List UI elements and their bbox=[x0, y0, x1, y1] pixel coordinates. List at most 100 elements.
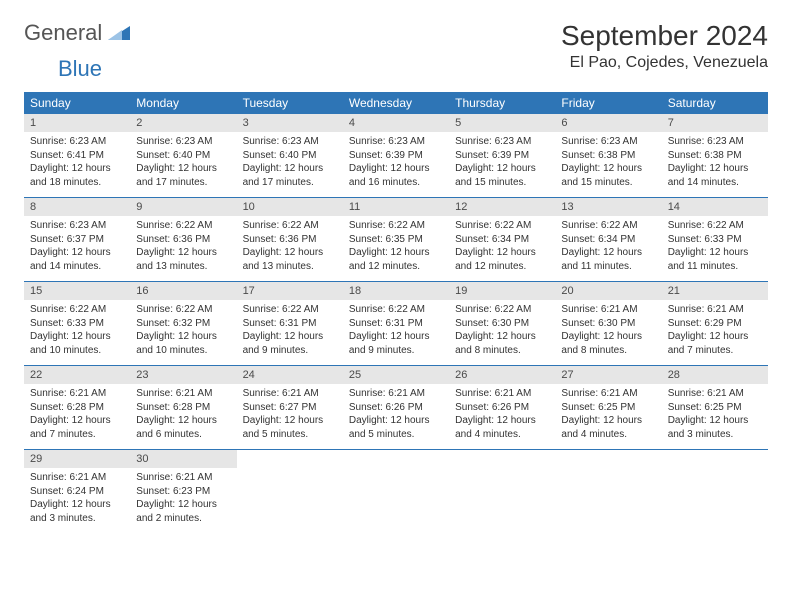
day-cell: 29Sunrise: 6:21 AMSunset: 6:24 PMDayligh… bbox=[24, 450, 130, 534]
daylight-text: Daylight: 12 hours and 9 minutes. bbox=[349, 330, 443, 357]
day-info: Sunrise: 6:23 AMSunset: 6:41 PMDaylight:… bbox=[24, 132, 130, 197]
sunrise-text: Sunrise: 6:21 AM bbox=[561, 303, 655, 317]
daylight-text: Daylight: 12 hours and 8 minutes. bbox=[561, 330, 655, 357]
sunrise-text: Sunrise: 6:23 AM bbox=[30, 219, 124, 233]
daylight-text: Daylight: 12 hours and 8 minutes. bbox=[455, 330, 549, 357]
sunset-text: Sunset: 6:30 PM bbox=[455, 317, 549, 331]
dayhead-thu: Thursday bbox=[449, 92, 555, 114]
sunset-text: Sunset: 6:37 PM bbox=[30, 233, 124, 247]
date-number: 22 bbox=[24, 366, 130, 384]
empty-date bbox=[449, 450, 555, 468]
sunset-text: Sunset: 6:30 PM bbox=[561, 317, 655, 331]
day-cell: 17Sunrise: 6:22 AMSunset: 6:31 PMDayligh… bbox=[237, 282, 343, 366]
daylight-text: Daylight: 12 hours and 7 minutes. bbox=[30, 414, 124, 441]
date-number: 13 bbox=[555, 198, 661, 216]
week-row: 1Sunrise: 6:23 AMSunset: 6:41 PMDaylight… bbox=[24, 114, 768, 198]
daylight-text: Daylight: 12 hours and 16 minutes. bbox=[349, 162, 443, 189]
daylight-text: Daylight: 12 hours and 3 minutes. bbox=[30, 498, 124, 525]
date-number: 3 bbox=[237, 114, 343, 132]
empty-date bbox=[343, 450, 449, 468]
month-title: September 2024 bbox=[561, 20, 768, 52]
day-info: Sunrise: 6:21 AMSunset: 6:28 PMDaylight:… bbox=[24, 384, 130, 449]
daylight-text: Daylight: 12 hours and 4 minutes. bbox=[561, 414, 655, 441]
sunset-text: Sunset: 6:38 PM bbox=[561, 149, 655, 163]
day-cell: 24Sunrise: 6:21 AMSunset: 6:27 PMDayligh… bbox=[237, 366, 343, 450]
date-number: 11 bbox=[343, 198, 449, 216]
day-cell: 19Sunrise: 6:22 AMSunset: 6:30 PMDayligh… bbox=[449, 282, 555, 366]
sunset-text: Sunset: 6:24 PM bbox=[30, 485, 124, 499]
sunrise-text: Sunrise: 6:22 AM bbox=[136, 219, 230, 233]
day-info: Sunrise: 6:23 AMSunset: 6:38 PMDaylight:… bbox=[662, 132, 768, 197]
date-number: 15 bbox=[24, 282, 130, 300]
day-info: Sunrise: 6:22 AMSunset: 6:34 PMDaylight:… bbox=[555, 216, 661, 281]
day-cell: 11Sunrise: 6:22 AMSunset: 6:35 PMDayligh… bbox=[343, 198, 449, 282]
daylight-text: Daylight: 12 hours and 10 minutes. bbox=[30, 330, 124, 357]
day-cell: 9Sunrise: 6:22 AMSunset: 6:36 PMDaylight… bbox=[130, 198, 236, 282]
sunrise-text: Sunrise: 6:23 AM bbox=[561, 135, 655, 149]
sunset-text: Sunset: 6:34 PM bbox=[561, 233, 655, 247]
week-row: 22Sunrise: 6:21 AMSunset: 6:28 PMDayligh… bbox=[24, 366, 768, 450]
day-cell: 6 Sunrise: 6:23 AMSunset: 6:38 PMDaylight… bbox=[555, 114, 661, 198]
sunset-text: Sunset: 6:41 PM bbox=[30, 149, 124, 163]
sunrise-text: Sunrise: 6:21 AM bbox=[561, 387, 655, 401]
sunrise-text: Sunrise: 6:21 AM bbox=[349, 387, 443, 401]
sunrise-text: Sunrise: 6:23 AM bbox=[668, 135, 762, 149]
daylight-text: Daylight: 12 hours and 17 minutes. bbox=[136, 162, 230, 189]
day-cell bbox=[449, 450, 555, 534]
date-number: 14 bbox=[662, 198, 768, 216]
day-cell: 1Sunrise: 6:23 AMSunset: 6:41 PMDaylight… bbox=[24, 114, 130, 198]
day-info: Sunrise: 6:22 AMSunset: 6:33 PMDaylight:… bbox=[662, 216, 768, 281]
day-info: Sunrise: 6:22 AMSunset: 6:36 PMDaylight:… bbox=[130, 216, 236, 281]
week-row: 8Sunrise: 6:23 AMSunset: 6:37 PMDaylight… bbox=[24, 198, 768, 282]
day-cell: 21Sunrise: 6:21 AMSunset: 6:29 PMDayligh… bbox=[662, 282, 768, 366]
day-info: Sunrise: 6:21 AMSunset: 6:29 PMDaylight:… bbox=[662, 300, 768, 365]
daylight-text: Daylight: 12 hours and 14 minutes. bbox=[668, 162, 762, 189]
date-number: 6 bbox=[555, 114, 661, 132]
day-cell: 15Sunrise: 6:22 AMSunset: 6:33 PMDayligh… bbox=[24, 282, 130, 366]
date-number: 9 bbox=[130, 198, 236, 216]
daylight-text: Daylight: 12 hours and 17 minutes. bbox=[243, 162, 337, 189]
dayhead-sat: Saturday bbox=[662, 92, 768, 114]
day-cell bbox=[662, 450, 768, 534]
date-number: 25 bbox=[343, 366, 449, 384]
calendar-table: Sunday Monday Tuesday Wednesday Thursday… bbox=[24, 92, 768, 534]
daylight-text: Daylight: 12 hours and 15 minutes. bbox=[455, 162, 549, 189]
sunset-text: Sunset: 6:28 PM bbox=[30, 401, 124, 415]
sunset-text: Sunset: 6:35 PM bbox=[349, 233, 443, 247]
sunset-text: Sunset: 6:29 PM bbox=[668, 317, 762, 331]
logo: General bbox=[24, 20, 132, 46]
day-cell: 2Sunrise: 6:23 AMSunset: 6:40 PMDaylight… bbox=[130, 114, 236, 198]
date-number: 21 bbox=[662, 282, 768, 300]
date-number: 7 bbox=[662, 114, 768, 132]
dayhead-mon: Monday bbox=[130, 92, 236, 114]
date-number: 19 bbox=[449, 282, 555, 300]
day-cell: 23Sunrise: 6:21 AMSunset: 6:28 PMDayligh… bbox=[130, 366, 236, 450]
sunrise-text: Sunrise: 6:21 AM bbox=[30, 471, 124, 485]
sunset-text: Sunset: 6:25 PM bbox=[561, 401, 655, 415]
day-cell: 18Sunrise: 6:22 AMSunset: 6:31 PMDayligh… bbox=[343, 282, 449, 366]
day-info: Sunrise: 6:22 AMSunset: 6:30 PMDaylight:… bbox=[449, 300, 555, 365]
day-cell: 14Sunrise: 6:22 AMSunset: 6:33 PMDayligh… bbox=[662, 198, 768, 282]
day-info: Sunrise: 6:23 AMSunset: 6:39 PMDaylight:… bbox=[343, 132, 449, 197]
day-info: Sunrise: 6:21 AMSunset: 6:27 PMDaylight:… bbox=[237, 384, 343, 449]
day-cell: 27Sunrise: 6:21 AMSunset: 6:25 PMDayligh… bbox=[555, 366, 661, 450]
dayhead-wed: Wednesday bbox=[343, 92, 449, 114]
sunrise-text: Sunrise: 6:22 AM bbox=[561, 219, 655, 233]
sunset-text: Sunset: 6:39 PM bbox=[349, 149, 443, 163]
daylight-text: Daylight: 12 hours and 15 minutes. bbox=[561, 162, 655, 189]
empty-date bbox=[662, 450, 768, 468]
sunrise-text: Sunrise: 6:21 AM bbox=[668, 303, 762, 317]
sunset-text: Sunset: 6:26 PM bbox=[455, 401, 549, 415]
date-number: 2 bbox=[130, 114, 236, 132]
sunrise-text: Sunrise: 6:21 AM bbox=[30, 387, 124, 401]
daylight-text: Daylight: 12 hours and 9 minutes. bbox=[243, 330, 337, 357]
day-info: Sunrise: 6:21 AMSunset: 6:30 PMDaylight:… bbox=[555, 300, 661, 365]
day-info: Sunrise: 6:22 AMSunset: 6:31 PMDaylight:… bbox=[237, 300, 343, 365]
date-number: 28 bbox=[662, 366, 768, 384]
day-info: Sunrise: 6:21 AMSunset: 6:25 PMDaylight:… bbox=[662, 384, 768, 449]
date-number: 16 bbox=[130, 282, 236, 300]
daylight-text: Daylight: 12 hours and 4 minutes. bbox=[455, 414, 549, 441]
day-info: Sunrise: 6:22 AMSunset: 6:33 PMDaylight:… bbox=[24, 300, 130, 365]
sunset-text: Sunset: 6:33 PM bbox=[30, 317, 124, 331]
sunset-text: Sunset: 6:33 PM bbox=[668, 233, 762, 247]
